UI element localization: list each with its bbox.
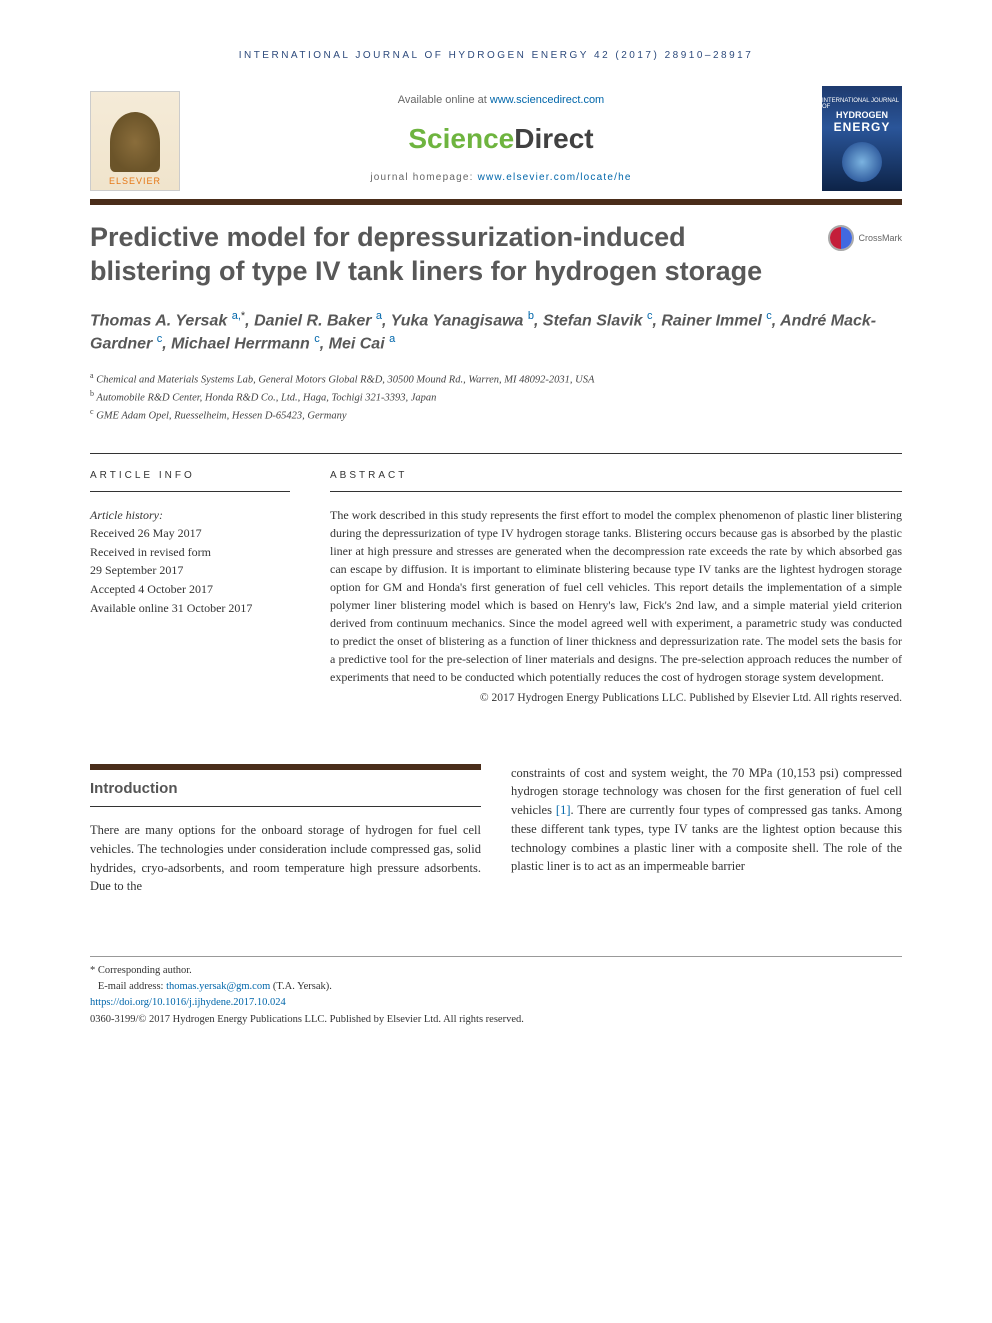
journal-homepage-line: journal homepage: www.elsevier.com/locat…	[370, 172, 631, 183]
body-column-right: constraints of cost and system weight, t…	[511, 764, 902, 897]
elsevier-tree-icon	[110, 112, 160, 172]
title-rule	[90, 199, 902, 205]
doi-link[interactable]: https://doi.org/10.1016/j.ijhydene.2017.…	[90, 997, 286, 1008]
intro-col2-post: . There are currently four types of comp…	[511, 803, 902, 873]
body-columns: Introduction There are many options for …	[90, 764, 902, 897]
footnotes: * Corresponding author. E-mail address: …	[90, 956, 902, 1028]
abstract-heading: ABSTRACT	[330, 470, 902, 492]
cover-graphic-icon	[842, 142, 882, 182]
article-title: Predictive model for depressurization-in…	[90, 221, 808, 289]
cover-line1: INTERNATIONAL JOURNAL OF	[822, 98, 902, 110]
affiliations-block: a Chemical and Materials Systems Lab, Ge…	[90, 370, 902, 425]
intro-paragraph-left: There are many options for the onboard s…	[90, 821, 481, 896]
sd-science: Science	[408, 123, 514, 154]
publisher-logo-box: ELSEVIER	[90, 86, 180, 191]
sciencedirect-logo[interactable]: ScienceDirect	[408, 123, 593, 155]
running-header: INTERNATIONAL JOURNAL OF HYDROGEN ENERGY…	[90, 50, 902, 61]
crossmark-icon	[828, 225, 854, 251]
cover-line2: HYDROGEN	[836, 110, 888, 120]
history-online: Available online 31 October 2017	[90, 599, 290, 618]
affiliation-line: c GME Adam Opel, Ruesselheim, Hessen D-6…	[90, 406, 902, 424]
elsevier-label: ELSEVIER	[109, 176, 161, 186]
reference-link-1[interactable]: [1]	[556, 803, 571, 817]
available-prefix: Available online at	[398, 94, 490, 106]
intro-paragraph-right: constraints of cost and system weight, t…	[511, 764, 902, 877]
history-label: Article history:	[90, 506, 290, 525]
masthead: ELSEVIER Available online at www.science…	[90, 86, 902, 191]
title-row: Predictive model for depressurization-in…	[90, 221, 902, 289]
email-suffix: (T.A. Yersak).	[270, 981, 332, 992]
authors-block: Thomas A. Yersak a,*, Daniel R. Baker a,…	[90, 309, 902, 356]
masthead-center: Available online at www.sciencedirect.co…	[198, 86, 804, 191]
email-label: E-mail address:	[98, 981, 166, 992]
history-revised-l2: 29 September 2017	[90, 561, 290, 580]
elsevier-logo[interactable]: ELSEVIER	[90, 91, 180, 191]
corresponding-author-note: * Corresponding author.	[90, 963, 902, 979]
crossmark-badge[interactable]: CrossMark	[828, 225, 902, 251]
article-info-heading: ARTICLE INFO	[90, 470, 290, 492]
available-online-line: Available online at www.sciencedirect.co…	[398, 94, 604, 106]
crossmark-label: CrossMark	[858, 233, 902, 243]
abstract-text: The work described in this study represe…	[330, 506, 902, 686]
homepage-prefix: journal homepage:	[370, 172, 477, 183]
footer-copyright: 0360-3199/© 2017 Hydrogen Energy Publica…	[90, 1012, 902, 1028]
email-link[interactable]: thomas.yersak@gm.com	[166, 981, 270, 992]
article-info-column: ARTICLE INFO Article history: Received 2…	[90, 470, 290, 704]
journal-cover[interactable]: INTERNATIONAL JOURNAL OF HYDROGEN ENERGY	[822, 86, 902, 191]
intro-heading: Introduction	[90, 764, 481, 808]
sd-direct: Direct	[514, 123, 593, 154]
abstract-column: ABSTRACT The work described in this stud…	[330, 470, 902, 704]
history-accepted: Accepted 4 October 2017	[90, 580, 290, 599]
sciencedirect-link[interactable]: www.sciencedirect.com	[490, 94, 604, 106]
info-abstract-row: ARTICLE INFO Article history: Received 2…	[90, 453, 902, 704]
affiliation-line: a Chemical and Materials Systems Lab, Ge…	[90, 370, 902, 388]
homepage-link[interactable]: www.elsevier.com/locate/he	[478, 172, 632, 183]
email-line: E-mail address: thomas.yersak@gm.com (T.…	[90, 979, 902, 995]
article-history: Article history: Received 26 May 2017 Re…	[90, 506, 290, 618]
body-column-left: Introduction There are many options for …	[90, 764, 481, 897]
abstract-copyright: © 2017 Hydrogen Energy Publications LLC.…	[330, 692, 902, 704]
history-revised-l1: Received in revised form	[90, 543, 290, 562]
history-received: Received 26 May 2017	[90, 524, 290, 543]
affiliation-line: b Automobile R&D Center, Honda R&D Co., …	[90, 388, 902, 406]
cover-line3: ENERGY	[834, 120, 891, 134]
